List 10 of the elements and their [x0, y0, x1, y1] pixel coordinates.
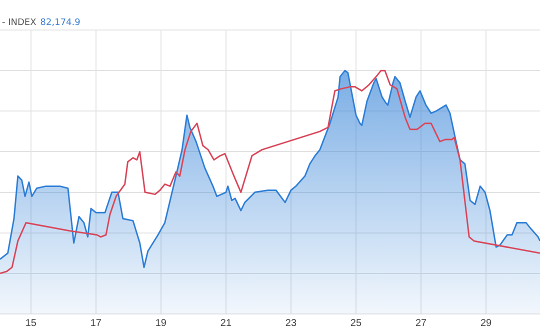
- x-tick-label: 17: [90, 318, 102, 329]
- text: - INDEX: [2, 18, 36, 28]
- x-tick-label: 15: [25, 318, 37, 329]
- text: 82,174.9: [40, 18, 80, 28]
- x-tick-label: 25: [350, 318, 362, 329]
- x-tick-label: 19: [155, 318, 167, 329]
- x-tick-label: 29: [480, 318, 492, 329]
- x-tick-label: 23: [285, 318, 297, 329]
- x-tick-label: 27: [415, 318, 428, 329]
- x-tick-label: 21: [220, 318, 232, 329]
